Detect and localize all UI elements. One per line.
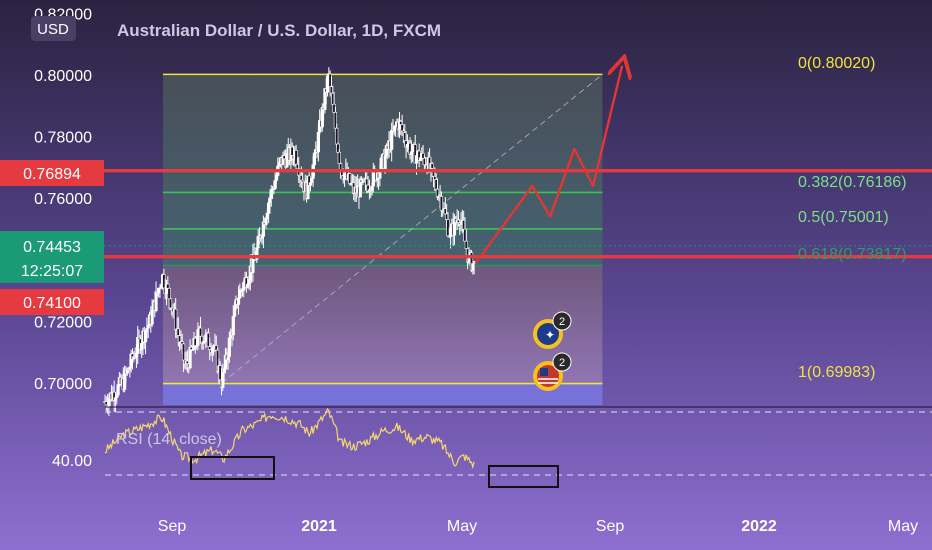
- time-tick-3: Sep: [596, 518, 625, 535]
- time-tick-2: May: [447, 518, 477, 535]
- resistance-price: 0.76894: [23, 166, 81, 183]
- candle-body-106: [242, 282, 246, 291]
- us-event-count: 2: [559, 357, 565, 369]
- candle-body-36: [150, 309, 154, 325]
- price-tick-4: 0.78000: [34, 130, 92, 147]
- candle-body-157: [308, 182, 313, 186]
- chart-header: USD Australian Dollar / U.S. Dollar, 1D,…: [31, 16, 441, 41]
- fib-trend-line: [221, 73, 603, 384]
- au-event-icon[interactable]: ✦ 2: [533, 311, 572, 349]
- fib-zone-base: [162, 383, 603, 405]
- fib-label-382: 0.382(0.76186): [798, 174, 907, 191]
- candle-body-276: [464, 240, 468, 249]
- candle-body-163: [316, 132, 320, 153]
- projection-path[interactable]: [474, 66, 622, 265]
- au-event-count: 2: [559, 316, 565, 328]
- candle-body-160: [312, 152, 317, 166]
- resistance-price-badge[interactable]: [0, 160, 104, 186]
- currency-label: USD: [37, 21, 69, 38]
- time-tick-4: 2022: [741, 518, 777, 535]
- fib-label-618: 0.618(0.73817): [798, 246, 907, 263]
- candle-body-33: [146, 325, 150, 329]
- time-tick-1: 2021: [301, 518, 337, 535]
- candle-body-95: [227, 337, 231, 357]
- fib-label-1: 1(0.69983): [798, 364, 875, 381]
- us-event-icon[interactable]: 2: [533, 352, 572, 391]
- chart-title: Australian Dollar / U.S. Dollar, 1D, FXC…: [117, 21, 441, 40]
- candle-body-264: [448, 229, 453, 237]
- rsi-highlight-box-right[interactable]: [488, 465, 559, 488]
- fib-zone-lower: [162, 265, 603, 384]
- rsi-tick: 40.00: [52, 453, 92, 470]
- candle-body-179: [337, 151, 341, 164]
- rsi-label: RSI (14, close): [116, 431, 222, 448]
- fib-label-0: 0(0.80020): [798, 55, 875, 72]
- rsi-line: [104, 407, 475, 470]
- rsi-highlight-box-left[interactable]: [190, 456, 275, 480]
- event-markers[interactable]: ✦ 2 2: [533, 311, 572, 391]
- candlestick-series: [103, 67, 476, 417]
- price-tick-5: 0.80000: [34, 68, 92, 85]
- price-tick-0: 0.70000: [34, 376, 92, 393]
- time-axis[interactable]: Sep 2021 May Sep 2022 May: [158, 518, 918, 535]
- candle-body-102: [236, 297, 241, 305]
- horizontal-levels[interactable]: [104, 168, 932, 259]
- price-tick-1: 0.72000: [34, 314, 92, 331]
- price-tick-3: 0.76000: [34, 191, 92, 208]
- support-price-badge[interactable]: [0, 289, 104, 315]
- time-tick-5: May: [888, 518, 918, 535]
- currency-badge[interactable]: [31, 16, 76, 41]
- projection-arrow: [474, 66, 622, 265]
- fib-labels: 0(0.80020) 0.382(0.76186) 0.5(0.75001) 0…: [798, 55, 907, 381]
- svg-text:✦: ✦: [545, 328, 555, 342]
- price-badges: 0.76894 0.74453 12:25:07 0.74100: [0, 160, 104, 315]
- candle-body-50: [168, 298, 173, 309]
- current-price: 0.74453: [23, 239, 81, 256]
- candle-body-49: [167, 288, 171, 300]
- rsi-path: [104, 407, 475, 470]
- support-price: 0.74100: [23, 295, 81, 312]
- current-price-badge[interactable]: [0, 231, 104, 283]
- rsi-pane[interactable]: RSI (14, close) 40.00: [52, 406, 932, 488]
- candle-body-257: [439, 196, 444, 211]
- bar-countdown: 12:25:07: [21, 263, 83, 280]
- candle-body-177: [335, 127, 339, 145]
- candle-body-98: [231, 316, 235, 336]
- fib-label-5: 0.5(0.75001): [798, 209, 889, 226]
- time-tick-0: Sep: [158, 518, 187, 535]
